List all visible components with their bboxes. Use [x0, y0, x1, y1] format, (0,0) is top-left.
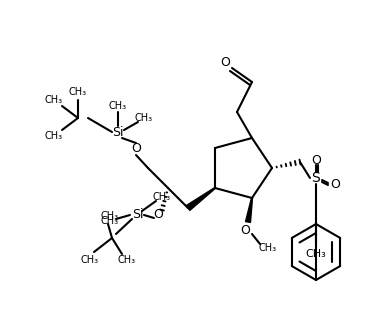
Text: CH₃: CH₃	[45, 95, 63, 105]
Polygon shape	[245, 198, 252, 222]
Text: CH₃: CH₃	[101, 216, 119, 226]
Text: Si: Si	[132, 209, 144, 221]
Text: CH₃: CH₃	[306, 249, 327, 259]
Text: O: O	[311, 154, 321, 167]
Text: S: S	[312, 171, 320, 185]
Text: CH₃: CH₃	[101, 211, 119, 221]
Text: O: O	[240, 223, 250, 237]
Text: CH₃: CH₃	[69, 87, 87, 97]
Text: O: O	[153, 209, 163, 221]
Text: Si: Si	[112, 126, 124, 138]
Text: O: O	[220, 55, 230, 69]
Text: CH₃: CH₃	[109, 101, 127, 111]
Text: CH₃: CH₃	[153, 192, 171, 202]
Text: O: O	[131, 142, 141, 156]
Text: CH₃: CH₃	[135, 113, 153, 123]
Text: CH₃: CH₃	[45, 131, 63, 141]
Polygon shape	[186, 187, 215, 210]
Text: CH₃: CH₃	[81, 255, 99, 265]
Text: O: O	[330, 178, 340, 192]
Text: CH₃: CH₃	[118, 255, 136, 265]
Text: CH₃: CH₃	[259, 243, 277, 253]
